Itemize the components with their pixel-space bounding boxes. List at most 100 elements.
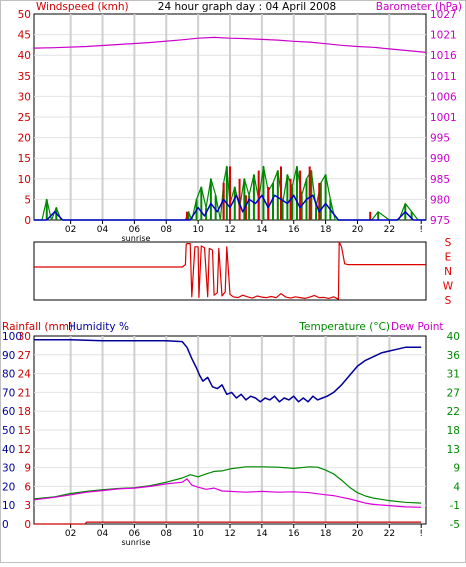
top-x-tick-label-9: 20: [352, 225, 364, 235]
windspeed-tick-10: 50: [18, 9, 31, 21]
wind-barometer-panel: 02 04 06 08 10 12 14 16 18 20 22 ! sunrise 0 5 10 15 20 25…: [18, 9, 457, 243]
windspeed-tick-7: 35: [18, 71, 31, 83]
humidity-axis-title: Humidity %: [68, 321, 129, 333]
humidity-tick-7: 70: [2, 387, 15, 399]
bottom-x-tick-label-2: 06: [129, 529, 141, 539]
rainfall-tick-9: 27: [18, 350, 31, 362]
rainfall-tick-10: 30: [18, 331, 31, 343]
barometer-tick-5: 1001: [430, 112, 457, 124]
bottom-x-tick-label-3: 08: [161, 529, 173, 539]
bottom-x-tick-label-9: 20: [352, 529, 364, 539]
direction-tick-1: E: [445, 252, 452, 264]
top-x-tick-label-8: 18: [320, 225, 332, 235]
direction-tick-4: S: [445, 295, 452, 307]
rainfall-line: [34, 521, 422, 525]
temperature-tick-7: 27: [447, 387, 460, 399]
bottom-x-tick-label-6: 14: [256, 529, 268, 539]
humidity-tick-6: 60: [2, 406, 15, 418]
barometer-axis-title: Barometer (hPa): [376, 1, 462, 13]
barometer-tick-6: 1006: [430, 91, 457, 103]
temperature-tick-2: 4: [453, 481, 460, 493]
barometer-tick-1: 980: [430, 194, 450, 206]
temperature-tick-10: 40: [447, 331, 460, 343]
rainfall-tick-6: 18: [18, 406, 31, 418]
humidity-tick-4: 40: [2, 444, 15, 456]
rainfall-tick-1: 3: [24, 500, 31, 512]
temperature-tick-1: -1: [450, 500, 460, 512]
temperature-axis-title: Temperature (°C): [298, 321, 390, 333]
direction-tick-2: N: [444, 266, 452, 278]
graph-title: 24 hour graph day : 04 April 2008: [158, 1, 336, 13]
bottom-x-sunrise-label: sunrise: [122, 538, 151, 547]
windspeed-tick-4: 20: [18, 133, 31, 145]
barometer-tick-8: 1016: [430, 50, 457, 62]
humidity-tick-9: 90: [2, 350, 15, 362]
temperature-tick-5: 18: [447, 425, 460, 437]
temperature-tick-9: 36: [447, 350, 461, 362]
humidity-tick-1: 10: [2, 500, 15, 512]
rainfall-tick-4: 12: [18, 444, 31, 456]
wind-average-line: [34, 194, 426, 221]
windspeed-tick-8: 40: [18, 50, 31, 62]
humidity-tick-0: 0: [2, 519, 9, 531]
top-x-tick-label-7: 16: [288, 225, 300, 235]
rainfall-tick-0: 0: [24, 519, 31, 531]
barometer-line: [33, 36, 427, 53]
rainfall-tick-8: 24: [18, 369, 32, 381]
windspeed-tick-5: 25: [18, 112, 31, 124]
barometer-tick-4: 995: [430, 133, 450, 145]
bottom-x-tick-label-7: 16: [288, 529, 300, 539]
top-x-sunrise-label: sunrise: [122, 234, 151, 243]
windspeed-tick-3: 15: [18, 153, 31, 165]
temperature-tick-4: 13: [447, 444, 460, 456]
humidity-line: [34, 339, 422, 403]
direction-tick-0: S: [445, 237, 452, 249]
rainfall-tick-2: 6: [24, 481, 31, 493]
rainfall-tick-3: 9: [24, 463, 31, 475]
top-x-tick-label-1: 04: [97, 225, 109, 235]
barometer-tick-2: 985: [430, 174, 450, 186]
rainfall-tick-5: 15: [18, 425, 31, 437]
humidity-tick-2: 20: [2, 481, 15, 493]
dewpoint-axis-title: Dew Point: [391, 321, 444, 333]
windspeed-tick-2: 10: [18, 174, 31, 186]
top-x-tick-label-11: !: [419, 225, 423, 235]
bottom-x-tick-label-10: 22: [384, 529, 395, 539]
bottom-x-tick-label-1: 04: [97, 529, 109, 539]
barometer-tick-10: 1027: [430, 9, 457, 21]
top-x-tick-label-2: 06: [129, 225, 141, 235]
barometer-tick-7: 1011: [430, 71, 457, 83]
barometer-tick-3: 990: [430, 153, 450, 165]
windspeed-tick-1: 5: [24, 194, 31, 206]
bottom-x-tick-label-0: 02: [65, 529, 76, 539]
top-x-tick-label-10: 22: [384, 225, 395, 235]
top-x-tick-label-0: 02: [65, 225, 76, 235]
humidity-tick-5: 50: [2, 425, 15, 437]
windspeed-tick-6: 30: [18, 91, 31, 103]
top-x-tick-label-3: 08: [161, 225, 173, 235]
bottom-x-tick-label-11: !: [419, 529, 423, 539]
direction-tick-3: W: [443, 281, 454, 293]
windspeed-tick-9: 45: [18, 30, 31, 42]
bottom-x-tick-label-4: 10: [192, 529, 204, 539]
rainfall-axis-title: Rainfall (mm): [2, 321, 73, 333]
rainfall-tick-7: 21: [18, 387, 31, 399]
windspeed-tick-0: 0: [24, 215, 31, 227]
humidity-tick-3: 30: [2, 463, 15, 475]
humidity-tick-8: 80: [2, 369, 15, 381]
bottom-x-tick-label-8: 18: [320, 529, 332, 539]
barometer-tick-0: 975: [430, 215, 450, 227]
wind-direction-line: [34, 241, 426, 300]
dewpoint-line: [33, 478, 422, 508]
windspeed-axis-title: Windspeed (kmh): [36, 1, 129, 13]
humidity-tick-10: 100: [2, 331, 22, 343]
barometer-tick-9: 1021: [430, 30, 457, 42]
top-x-tick-label-6: 14: [256, 225, 268, 235]
temperature-humidity-panel: 02 04 06 08 10 12 14 16 18 20 22 !sunrise0102030405…: [2, 331, 460, 547]
temperature-tick-8: 31: [447, 369, 460, 381]
top-x-tick-label-4: 10: [192, 225, 204, 235]
top-x-tick-label-5: 12: [224, 225, 235, 235]
